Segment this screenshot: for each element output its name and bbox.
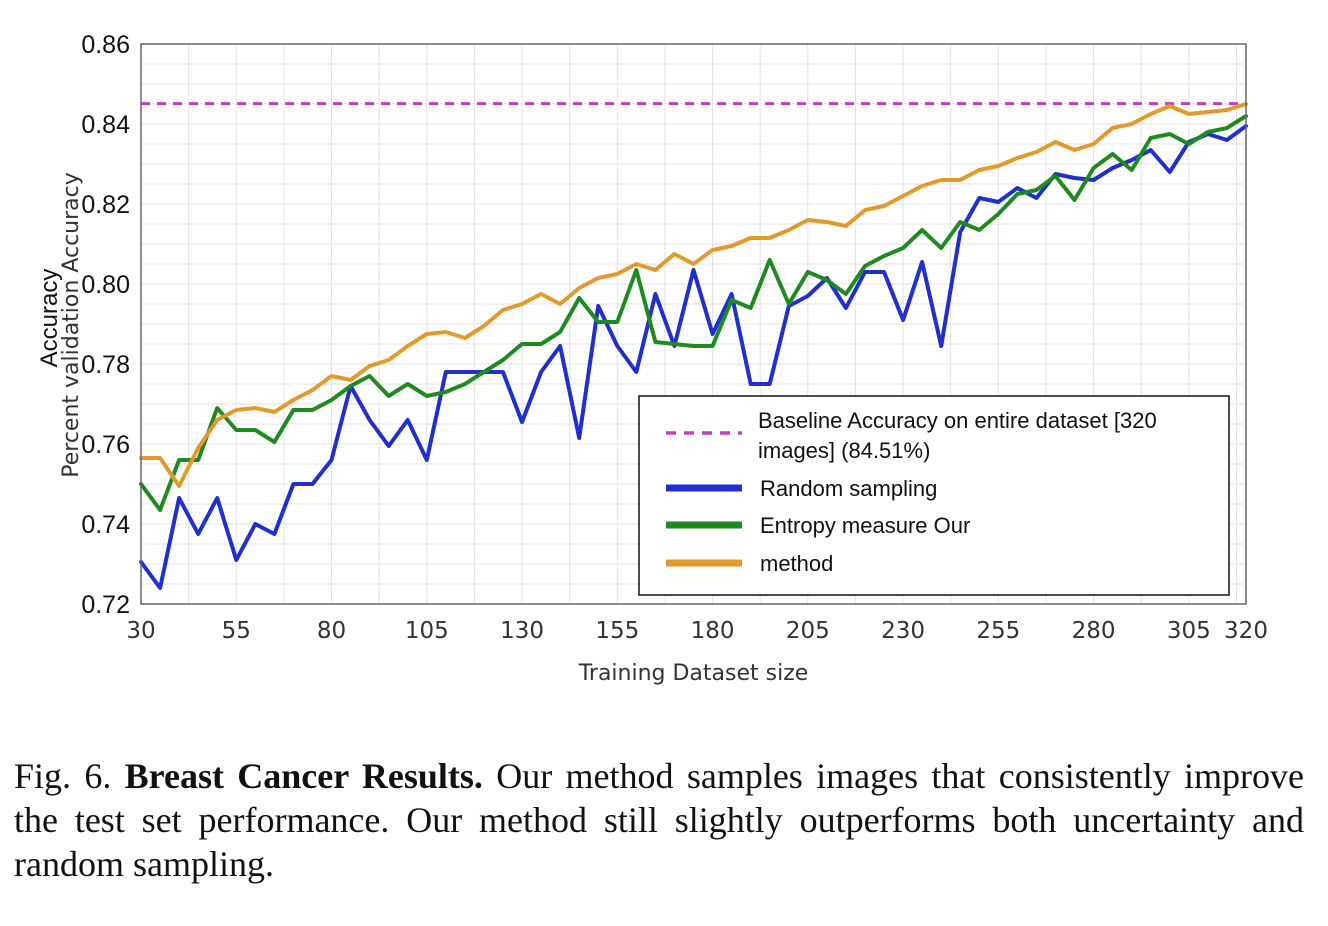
x-axis-ticks: 30 55 80 105 130 155 180 205 230 255 280 305 320 [126, 618, 1268, 644]
y-axis-label: Percent validation Accuracy [59, 172, 84, 478]
y-tick-label: 0.72 [81, 591, 130, 619]
legend-label: Entropy measure Our [760, 513, 970, 538]
caption-bold: Breast Cancer Results. [124, 756, 483, 796]
x-tick-label: 305 [1167, 618, 1211, 644]
legend-label-baseline: images] (84.51%) [758, 438, 930, 463]
x-tick-label: 105 [405, 618, 449, 644]
x-tick-label: 205 [786, 618, 830, 644]
y-tick-label: 0.78 [81, 351, 130, 379]
legend-label: Random sampling [760, 476, 937, 501]
x-tick-label: 320 [1224, 618, 1268, 644]
y-axis-label-overlay: Accuracy [36, 269, 63, 368]
series-line [139, 102, 1248, 488]
line-chart: 0.72 0.74 0.76 0.78 0.80 0.82 0.84 0.86 30 55 80 1… [36, 31, 1268, 686]
y-tick-label: 0.84 [81, 111, 130, 139]
x-tick-label: 180 [691, 618, 735, 644]
y-tick-label: 0.82 [81, 191, 130, 219]
y-tick-label: 0.76 [81, 431, 130, 459]
legend: Baseline Accuracy on entire dataset [320… [638, 395, 1230, 596]
x-tick-label: 155 [595, 618, 639, 644]
x-tick-label: 130 [500, 618, 544, 644]
x-tick-label: 30 [126, 618, 155, 644]
series-line [139, 114, 1248, 512]
plot-frame [140, 43, 1247, 605]
figure-caption: Fig. 6. Breast Cancer Results. Our metho… [14, 754, 1304, 886]
caption-prefix: Fig. 6. [14, 756, 125, 796]
x-tick-label: 255 [976, 618, 1020, 644]
y-tick-label: 0.74 [81, 511, 130, 539]
legend-label: method [760, 551, 833, 576]
series-lines [139, 102, 1248, 590]
x-tick-label: 55 [222, 618, 251, 644]
x-tick-label: 230 [881, 618, 925, 644]
y-axis-ticks: 0.72 0.74 0.76 0.78 0.80 0.82 0.84 0.86 [81, 31, 130, 619]
legend-label-baseline: Baseline Accuracy on entire dataset [320 [758, 408, 1157, 433]
series-line [139, 124, 1248, 590]
x-tick-label: 80 [317, 618, 346, 644]
x-axis-label: Training Dataset size [578, 661, 809, 686]
caption-text: Our method samples images that consisten… [14, 756, 1304, 884]
y-tick-label: 0.80 [81, 271, 130, 299]
y-tick-label: 0.86 [81, 31, 130, 59]
x-tick-label: 280 [1072, 618, 1116, 644]
